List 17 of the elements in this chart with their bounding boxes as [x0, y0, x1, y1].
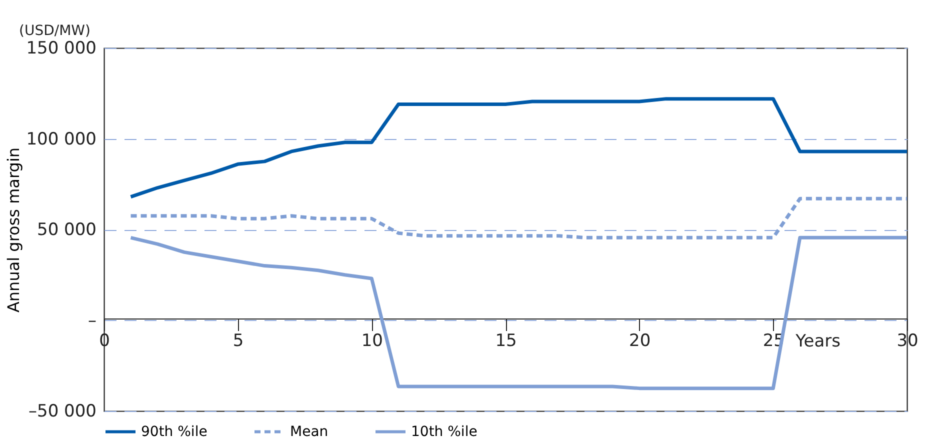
x-tick-label: 10 [361, 331, 383, 351]
y-tick-label: 150 000 [26, 38, 96, 58]
y-tick-label: –50 000 [28, 402, 96, 422]
y-tick-label: 100 000 [26, 129, 96, 150]
x-tick-label: 5 [232, 331, 244, 351]
x-axis-title: Years [794, 332, 841, 352]
legend-label: 10th %ile [411, 424, 478, 440]
y-tick-label: – [88, 310, 96, 331]
line-series [129, 196, 907, 240]
legend-label: Mean [290, 424, 328, 440]
x-tick-label: 15 [495, 331, 517, 351]
line-series [129, 97, 907, 199]
text: (USD/MW) [19, 23, 90, 39]
y-tick-label: 50 000 [37, 220, 96, 240]
legend-label: 90th %ile [141, 424, 208, 440]
x-tick-label: 20 [629, 331, 651, 351]
y-axis-title: Annual gross margin [4, 147, 24, 313]
